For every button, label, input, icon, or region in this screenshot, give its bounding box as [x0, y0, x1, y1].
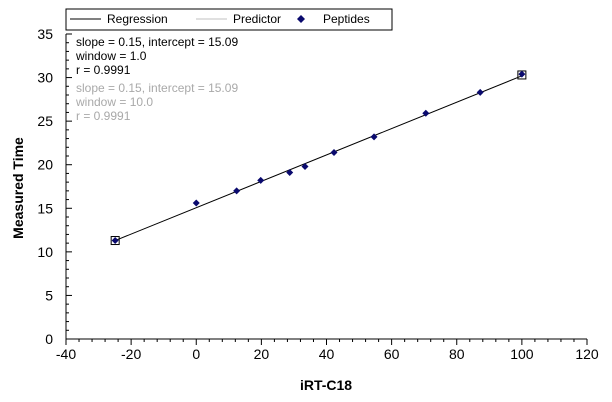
regression-stat-r: r = 0.9991: [76, 63, 131, 77]
regression-line: [114, 75, 523, 241]
peptide-point: [233, 187, 241, 195]
ticks: -40 -20 0 20 40 60 80 100 120 0 5 10 15 20 25 30 35: [37, 26, 598, 362]
legend-peptides-marker: [297, 15, 305, 23]
legend-predictor-label: Predictor: [233, 12, 281, 26]
x-tick-label: 20: [254, 346, 270, 362]
peptide-point: [422, 109, 430, 117]
y-tick-label: 0: [45, 331, 53, 347]
y-tick-label: 15: [37, 200, 53, 216]
legend: Regression Predictor Peptides: [65, 8, 393, 31]
predictor-stat-window: window = 10.0: [75, 95, 153, 109]
regression-stats: slope = 0.15, intercept = 15.09 window =…: [75, 35, 238, 77]
peptide-point: [257, 176, 265, 184]
regression-stat-slope: slope = 0.15, intercept = 15.09: [76, 35, 238, 49]
predictor-stat-r: r = 0.9991: [76, 109, 131, 123]
peptide-point: [476, 88, 484, 96]
x-tick-label: 120: [575, 346, 599, 362]
peptide-point: [111, 237, 119, 245]
peptide-point: [301, 162, 309, 170]
x-tick-label: 60: [384, 346, 400, 362]
x-tick-label: 40: [319, 346, 335, 362]
boxed-point-marker: [110, 236, 120, 246]
peptide-point: [286, 169, 294, 177]
y-tick-label: 20: [37, 157, 53, 173]
predictor-stat-slope: slope = 0.15, intercept = 15.09: [76, 81, 238, 95]
y-tick-label: 10: [37, 244, 53, 260]
legend-frame: [65, 8, 393, 31]
peptide-point: [330, 149, 338, 157]
y-axis-label: Measured Time: [10, 137, 26, 239]
regression-stat-window: window = 1.0: [75, 49, 147, 63]
legend-regression-label: Regression: [107, 12, 168, 26]
y-tick-label: 30: [37, 70, 53, 86]
peptide-point: [518, 70, 526, 78]
x-tick-label: 0: [192, 346, 200, 362]
y-tick-label: 5: [45, 287, 53, 303]
predictor-stats: slope = 0.15, intercept = 15.09 window =…: [75, 81, 238, 123]
x-axis-label: iRT-C18: [300, 377, 352, 393]
plot-area: [110, 70, 527, 246]
peptide-point: [192, 199, 200, 207]
peptide-point: [370, 133, 378, 141]
legend-peptides-label: Peptides: [323, 12, 370, 26]
y-tick-label: 35: [37, 26, 53, 42]
x-tick-label: -20: [121, 346, 141, 362]
x-tick-label: 80: [449, 346, 465, 362]
x-tick-label: 100: [510, 346, 534, 362]
y-tick-label: 25: [37, 113, 53, 129]
x-tick-label: -40: [56, 346, 76, 362]
